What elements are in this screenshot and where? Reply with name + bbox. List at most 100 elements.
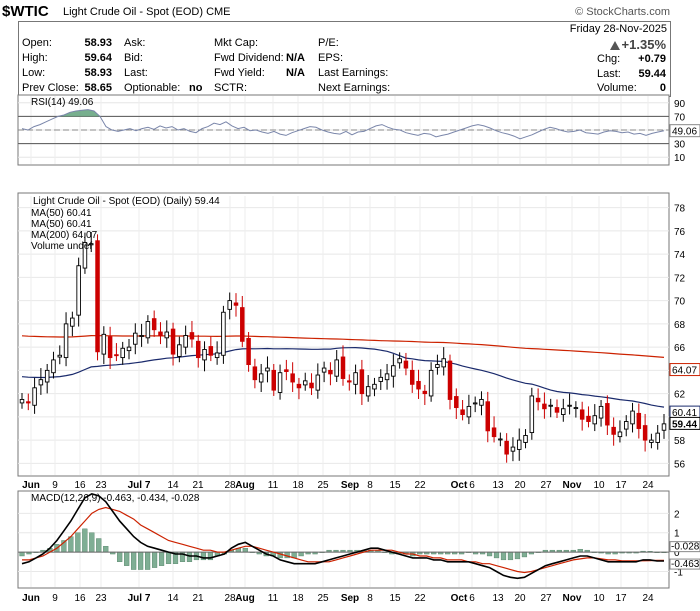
x-tick-label: 9: [52, 593, 58, 604]
macd-hist-bar: [89, 532, 95, 553]
candle-body: [428, 369, 434, 397]
macd-tick-label: 2: [674, 509, 680, 520]
x-tick-label: 16: [74, 480, 86, 491]
bid-label: Bid:: [124, 52, 143, 64]
x-tick-label: 15: [389, 480, 401, 491]
brand-link[interactable]: © StockCharts.com: [575, 6, 670, 18]
fwd-dividend-label: Fwd Dividend:: [214, 52, 284, 64]
x-tick-label: 11: [268, 593, 279, 604]
chg-label: Chg:: [597, 53, 621, 65]
x-tick-label: 18: [292, 480, 304, 491]
macd-hist-bar: [165, 551, 172, 564]
x-tick-label: Jul 7: [128, 593, 151, 604]
macd-last-box: [669, 558, 700, 570]
candle-body: [636, 412, 642, 429]
candle-body: [290, 373, 295, 383]
macd-hist-bar: [82, 528, 88, 553]
candle-body: [19, 398, 25, 404]
candle-body: [214, 352, 220, 359]
price-tick-label: 68: [674, 320, 686, 331]
candle-body: [548, 404, 553, 407]
candle-body: [120, 347, 125, 359]
price-tick-label: 66: [674, 343, 686, 354]
candle-body: [649, 439, 654, 443]
candle-body: [277, 372, 283, 393]
candle-body: [208, 346, 214, 356]
macd-hist-bar: [19, 551, 25, 557]
candle-body: [227, 300, 232, 310]
last-price-box: [669, 416, 700, 430]
mkt-cap-label: Mkt Cap:: [214, 37, 259, 49]
candle-body: [365, 386, 371, 397]
x-tick-label: 28: [224, 593, 236, 604]
ticker-symbol: $WTIC: [2, 3, 49, 20]
candle-body: [302, 380, 308, 386]
macd-hist-bar: [75, 532, 81, 553]
x-tick-label: 28: [224, 480, 236, 491]
candle-body: [523, 435, 528, 443]
instrument-name: Light Crude Oil - Spot (EOD) CME: [63, 6, 231, 18]
x-axis-price: Jun 9 16 23 Jul 7 14 21 28 Aug 11 18 25 Sep 8 15 22 Oct 6…: [22, 480, 654, 491]
candle-body: [114, 354, 119, 357]
macd-line: [21, 493, 664, 580]
candle-body: [246, 337, 251, 366]
x-tick-label: 13: [492, 593, 504, 604]
x-tick-label: 25: [317, 593, 329, 604]
legend-ma200: MA(200) 64.07: [31, 230, 98, 241]
macd-hist-bar: [151, 551, 158, 568]
candle-body: [240, 307, 245, 342]
candle-body: [296, 383, 302, 389]
candle-body: [195, 340, 201, 359]
candle-body: [38, 379, 44, 386]
high-value: 59.64: [84, 52, 112, 64]
rsi-panel: 103050709049.06: [18, 96, 700, 164]
macd-title: MACD(12,26,9) -0.463, -0.434, -0.028: [31, 493, 200, 504]
rsi-title: RSI(14) 49.06: [31, 97, 94, 108]
candle-body: [516, 439, 522, 450]
macd-panel: 2 1 0 -1 -0.028 -0.463: [18, 492, 700, 587]
last-earnings-label: Last Earnings:: [318, 67, 389, 79]
macd-hist-bar: [493, 551, 500, 559]
candle-body: [416, 380, 421, 390]
candle-body: [321, 367, 327, 373]
candle-body: [353, 372, 358, 385]
candle-body: [586, 415, 591, 422]
fwd-yield-value: N/A: [286, 67, 305, 79]
x-tick-label: Sep: [341, 593, 359, 604]
candle-body: [177, 344, 182, 357]
last-label: Last:: [124, 67, 148, 79]
price-panel-frame: [17, 192, 670, 477]
macd-hist-bar: [158, 551, 165, 566]
up-triangle-icon: [609, 41, 620, 50]
last-price-value: 59.44: [672, 419, 697, 430]
high-label: High:: [22, 52, 48, 64]
candle-body: [265, 367, 270, 372]
last2-label: Last:: [597, 68, 621, 80]
x-tick-label: 6: [469, 593, 475, 604]
macd-panel-frame: [17, 490, 670, 589]
candle-body: [598, 405, 604, 419]
ask-label: Ask:: [124, 37, 146, 49]
candle-body: [498, 438, 503, 441]
candle-body: [170, 328, 176, 355]
x-tick-label: 20: [514, 480, 526, 491]
optionable-label: Optionable:: [124, 82, 181, 94]
candle-body: [309, 382, 314, 389]
macd-hist-bar: [242, 548, 248, 553]
rsi-last-value: 49.06: [672, 127, 697, 138]
macd-hist-bar: [68, 536, 74, 553]
candle-body: [655, 432, 660, 443]
candle-body: [529, 395, 535, 434]
rsi-last-box: [669, 124, 700, 138]
exchange-label: CME: [206, 6, 231, 18]
quote-date: Friday 28-Nov-2025: [569, 23, 667, 35]
candle-body: [642, 425, 648, 441]
candle-body: [284, 369, 289, 372]
x-tick-label: 10: [593, 593, 605, 604]
x-tick-label: 22: [414, 593, 426, 604]
rsi-tick-label: 70: [674, 112, 686, 123]
candle-body: [334, 359, 339, 377]
x-tick-label: 24: [642, 593, 654, 604]
price-tick-label: 74: [674, 250, 686, 261]
candle-body: [454, 396, 459, 409]
